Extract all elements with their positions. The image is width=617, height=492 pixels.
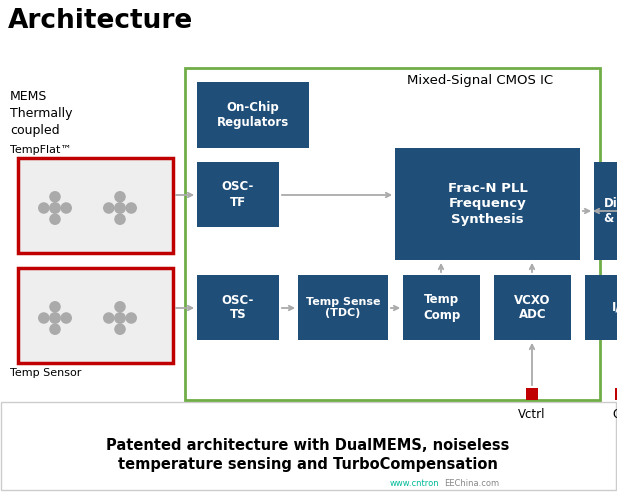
Circle shape [115,313,125,323]
Circle shape [126,313,136,323]
Bar [18,268,173,363]
Text: Frac-N PLL
Frequency
Synthesis: Frac-N PLL Frequency Synthesis [447,183,528,225]
Circle shape [115,302,125,312]
Bar [494,275,571,340]
Bar [298,275,388,340]
Text: Temp
Comp: Temp Comp [423,294,460,321]
Circle shape [115,203,125,213]
Circle shape [50,203,60,213]
Text: EEChina.com: EEChina.com [444,480,499,489]
Bar [1,402,616,490]
Bar [18,158,173,253]
Circle shape [50,302,60,312]
Circle shape [50,313,60,323]
Text: Dividers
& Driver: Dividers & Driver [604,197,617,225]
Circle shape [115,192,125,202]
Bar [197,82,309,148]
Text: I/O: I/O [611,301,617,314]
Circle shape [115,324,125,334]
Text: OSC-
TS: OSC- TS [222,294,254,321]
Text: Temp Sense
(TDC): Temp Sense (TDC) [306,297,380,318]
Bar [615,388,617,400]
Bar [585,275,617,340]
Circle shape [104,313,114,323]
Text: TempFlat™: TempFlat™ [10,145,72,155]
Text: www.cntron: www.cntron [390,480,440,489]
Text: MEMS
Thermally
coupled: MEMS Thermally coupled [10,90,73,137]
Text: OE: OE [613,408,617,421]
Bar [403,275,480,340]
Text: Architecture: Architecture [8,8,193,34]
Circle shape [115,214,125,224]
Circle shape [61,313,72,323]
Circle shape [61,203,72,213]
Bar [185,68,600,400]
Bar [526,388,538,400]
Text: temperature sensing and TurboCompensation: temperature sensing and TurboCompensatio… [118,458,498,472]
Bar [197,162,279,227]
Text: Patented architecture with DualMEMS, noiseless: Patented architecture with DualMEMS, noi… [106,437,510,453]
Circle shape [39,313,49,323]
Bar [594,162,617,260]
Bar [395,148,580,260]
Text: Mixed-Signal CMOS IC: Mixed-Signal CMOS IC [407,74,553,87]
Text: On-Chip
Regulators: On-Chip Regulators [217,101,289,129]
Circle shape [126,203,136,213]
Circle shape [50,214,60,224]
Circle shape [39,203,49,213]
Text: OSC-
TF: OSC- TF [222,181,254,209]
Bar [197,275,279,340]
Text: Vctrl: Vctrl [518,408,546,421]
Circle shape [50,192,60,202]
Text: VCXO
ADC: VCXO ADC [514,294,551,321]
Text: Temp Sensor: Temp Sensor [10,368,81,378]
Circle shape [104,203,114,213]
Circle shape [50,324,60,334]
